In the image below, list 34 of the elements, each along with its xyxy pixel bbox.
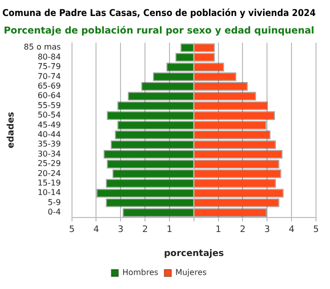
x-axis-title: porcentajes — [164, 248, 224, 259]
y-tick-label: 0-4 — [48, 208, 61, 217]
x-tick-label: 2 — [240, 225, 246, 236]
y-tick-label: 65-69 — [38, 82, 61, 91]
y-tick-label: 10-14 — [38, 188, 61, 198]
x-tick-label: 5 — [313, 225, 319, 236]
chart-subtitle: Porcentaje de población rural por sexo y edad quinquenal — [4, 26, 314, 37]
y-tick-label: 20-24 — [38, 168, 61, 178]
y-tick-label: 85 o mas — [24, 42, 61, 52]
x-tick-label: 3 — [264, 225, 270, 236]
y-tick-label: 50-54 — [38, 110, 61, 120]
y-tick-label: 45-49 — [38, 120, 61, 130]
legend-label: Mujeres — [175, 268, 207, 278]
x-tick-label: 1 — [215, 225, 222, 236]
legend-label: Hombres — [122, 268, 158, 278]
y-tick-label: 15-19 — [38, 178, 61, 188]
chart-title: Comuna de Padre Las Casas, Censo de población y vivienda 2024 — [2, 8, 316, 20]
y-tick-label: 40-44 — [38, 130, 61, 140]
y-tick-label: 75-79 — [38, 62, 61, 72]
y-axis-title: edades — [6, 112, 17, 148]
y-tick-label: 5-9 — [48, 198, 61, 207]
x-tick-label: 4 — [288, 225, 295, 236]
y-tick-label: 30-34 — [38, 149, 61, 158]
y-tick-label: 55-59 — [38, 100, 61, 110]
y-tick-label: 80-84 — [38, 52, 61, 62]
x-tick-label: 5 — [68, 225, 75, 236]
x-tick-label: 1 — [166, 225, 172, 236]
x-tick-label: 4 — [93, 225, 100, 236]
y-tick-label: 60-64 — [38, 91, 61, 100]
x-tick-label: 2 — [142, 225, 148, 236]
x-tick-label: 3 — [118, 225, 124, 236]
y-tick-label: 35-39 — [38, 140, 61, 149]
y-tick-label: 25-29 — [38, 159, 61, 168]
y-tick-label: 70-74 — [38, 72, 61, 81]
